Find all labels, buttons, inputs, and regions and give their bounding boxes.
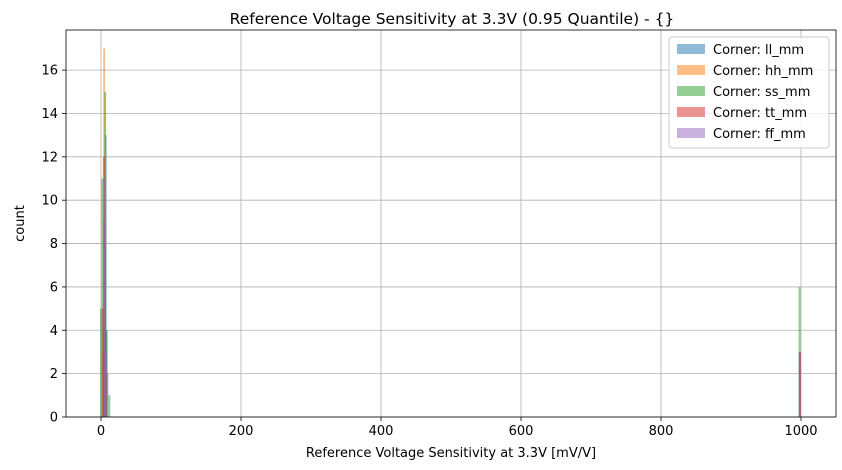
y-tick-label: 14: [41, 107, 58, 122]
x-tick-label: 600: [509, 424, 534, 439]
plot-frame: [65, 29, 837, 418]
y-tick-label: 8: [50, 237, 58, 252]
histogram-bar: [99, 308, 102, 417]
x-tick-label: 1000: [784, 424, 817, 439]
histogram-bar: [103, 178, 106, 417]
histogram-bar: [108, 395, 111, 417]
legend-label: Corner: hh_mm: [713, 64, 813, 79]
legend-label: Corner: ff_mm: [713, 127, 806, 142]
chart-title: Reference Voltage Sensitivity at 3.3V (0…: [230, 10, 675, 28]
y-tick-label: 10: [41, 194, 58, 209]
y-tick-label: 6: [50, 280, 58, 295]
x-tick-label: 200: [229, 424, 254, 439]
legend-frame: [668, 36, 830, 149]
y-tick-label: 12: [41, 150, 58, 165]
legend-swatch: [677, 44, 705, 54]
x-axis-ticks: 0 200 400 600 800 1000: [97, 417, 818, 439]
legend-swatch: [677, 128, 705, 138]
legend-label: Corner: tt_mm: [713, 106, 807, 121]
y-axis-ticks: 0 2 4 6 8 10 12 14 16: [41, 64, 66, 426]
legend-swatch: [677, 65, 705, 75]
bars-group: [99, 48, 801, 418]
legend-swatch: [677, 107, 705, 117]
series-corner-ff-mm: [103, 178, 801, 417]
y-tick-label: 16: [41, 64, 58, 79]
legend-label: Corner: ss_mm: [713, 85, 810, 100]
x-axis-label: Reference Voltage Sensitivity at 3.3V [m…: [306, 446, 596, 461]
x-tick-label: 400: [369, 424, 394, 439]
x-tick-label: 800: [649, 424, 674, 439]
histogram-bar: [798, 351, 801, 417]
legend: Corner: ll_mm Corner: hh_mm Corner: ss_mm C…: [668, 36, 830, 149]
histogram-bar: [104, 351, 107, 417]
x-tick-label: 0: [97, 424, 105, 439]
y-tick-label: 2: [50, 367, 58, 382]
y-tick-label: 4: [50, 324, 58, 339]
y-axis-label: count: [13, 205, 28, 242]
histogram-bar: [101, 178, 104, 417]
y-tick-label: 0: [50, 411, 58, 426]
legend-label: Corner: ll_mm: [713, 43, 804, 58]
legend-swatch: [677, 86, 705, 96]
